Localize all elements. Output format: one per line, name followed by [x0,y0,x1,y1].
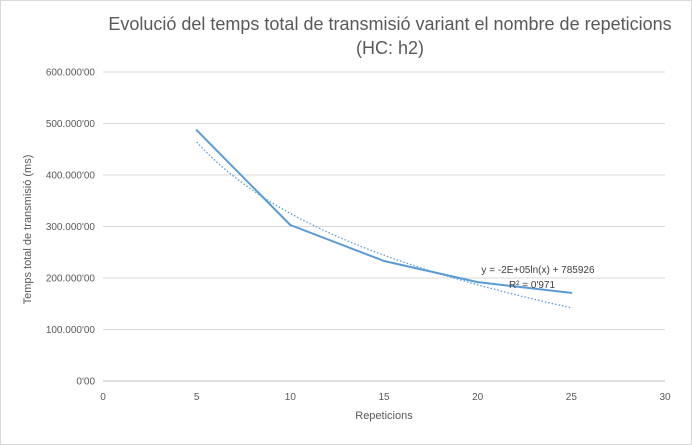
trendline-r2: R² = 0'971 [509,280,556,291]
data-point [289,223,292,226]
x-axis-title: Repeticions [355,410,413,422]
data-point [195,129,198,132]
x-tick-label: 25 [566,392,578,403]
x-tick-label: 15 [378,392,390,403]
data-point [383,260,385,263]
y-axis-title: Temps total de transmisió (ms) [22,155,34,305]
chart-title: Evolució del temps total de transmisió v… [108,14,672,34]
data-point [476,281,479,284]
y-tick-label: 400.000'00 [46,171,96,182]
y-tick-label: 200.000'00 [46,274,96,285]
chart-subtitle: (HC: h2) [355,38,424,58]
y-tick-label: 100.000'00 [46,325,96,336]
y-tick-label: 500.000'00 [46,119,96,130]
y-tick-label: 0'00 [76,377,95,388]
y-tick-label: 300.000'00 [46,222,96,233]
trendline-equation: y = -2E+05ln(x) + 785926 [481,265,595,276]
x-tick-label: 20 [472,392,484,403]
x-tick-label: 30 [659,392,671,403]
x-tick-label: 5 [194,392,200,403]
data-point [570,291,573,294]
x-tick-label: 0 [100,392,106,403]
x-tick-label: 10 [285,392,297,403]
y-tick-label: 600.000'00 [46,68,96,79]
